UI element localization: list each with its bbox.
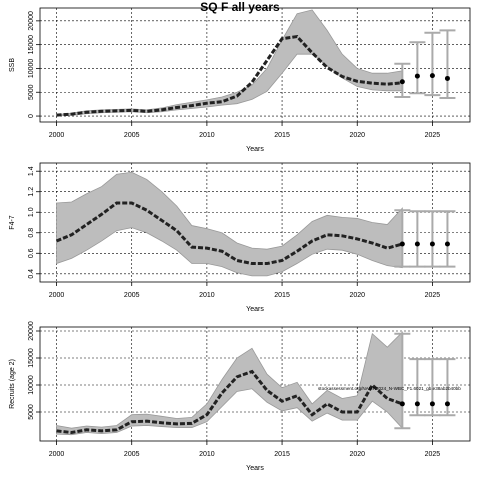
x-axis-label: Years: [246, 146, 264, 153]
forecast-point: [414, 241, 420, 247]
y-tick-label: 15000: [28, 35, 35, 55]
y-tick-label: 0: [28, 114, 35, 118]
estimate-line: [56, 369, 403, 435]
y-axis-label: F4-7: [9, 215, 16, 230]
x-tick-label: 2025: [425, 292, 441, 299]
y-tick-label: 1.4: [28, 166, 35, 176]
x-tick-label: 2000: [49, 292, 65, 299]
x-tick-label: 2020: [349, 451, 365, 458]
forecast-point: [399, 401, 405, 407]
forecast-point: [429, 73, 435, 79]
plot-frame: [39, 7, 471, 123]
y-tick-label: 0.8: [28, 228, 35, 238]
confidence-band: [56, 9, 403, 116]
x-axis-label: Years: [246, 306, 264, 313]
forecast-point: [444, 241, 450, 247]
forecast-point: [444, 75, 450, 81]
x-tick-label: 2010: [199, 451, 215, 458]
y-tick-label: 20000: [28, 321, 35, 341]
x-tick-label: 2015: [274, 451, 290, 458]
x-tick-label: 2020: [349, 132, 365, 139]
forecast-point: [414, 73, 420, 79]
estimate-line: [56, 34, 403, 117]
chart-title: SQ F all years: [200, 0, 280, 14]
x-tick-label: 2005: [124, 292, 140, 299]
annotation: stockassessment.org/NAMR2024_N-WBC_F1.60…: [318, 386, 461, 391]
x-tick-label: 2005: [124, 451, 140, 458]
estimate-line: [55, 201, 403, 266]
forecast-point: [399, 79, 405, 85]
y-tick-label: 20000: [28, 11, 35, 31]
x-axis-label: Years: [246, 465, 264, 472]
forecast-point: [429, 401, 435, 407]
x-tick-label: 2015: [274, 292, 290, 299]
y-tick-label: 1.2: [28, 187, 35, 197]
x-tick-label: 2010: [199, 292, 215, 299]
plot-frame: [39, 162, 471, 283]
y-tick-label: 1.0: [28, 207, 35, 217]
y-tick-label: 0.4: [28, 269, 35, 279]
y-tick-label: 15000: [28, 348, 35, 368]
x-tick-label: 2020: [349, 292, 365, 299]
y-axis-label: Recruits (age 2): [9, 359, 16, 409]
x-tick-label: 2010: [199, 132, 215, 139]
y-tick-label: 10000: [28, 375, 35, 395]
y-tick-label: 10000: [28, 59, 35, 79]
forecast-point: [399, 241, 405, 247]
x-tick-label: 2000: [49, 132, 65, 139]
y-axis-label: SSB: [9, 58, 16, 72]
x-tick-label: 2000: [49, 451, 65, 458]
forecast-point: [414, 401, 420, 407]
y-tick-label: 0.6: [28, 248, 35, 258]
x-tick-label: 2025: [425, 451, 441, 458]
plot-frame: [39, 326, 471, 442]
x-tick-label: 2025: [425, 132, 441, 139]
x-tick-label: 2005: [124, 132, 140, 139]
confidence-band: [56, 171, 403, 277]
forecast-point: [429, 241, 435, 247]
x-tick-label: 2015: [274, 132, 290, 139]
forecast-point: [444, 401, 450, 407]
y-tick-label: 5000: [28, 84, 35, 100]
y-tick-label: 5000: [28, 404, 35, 420]
